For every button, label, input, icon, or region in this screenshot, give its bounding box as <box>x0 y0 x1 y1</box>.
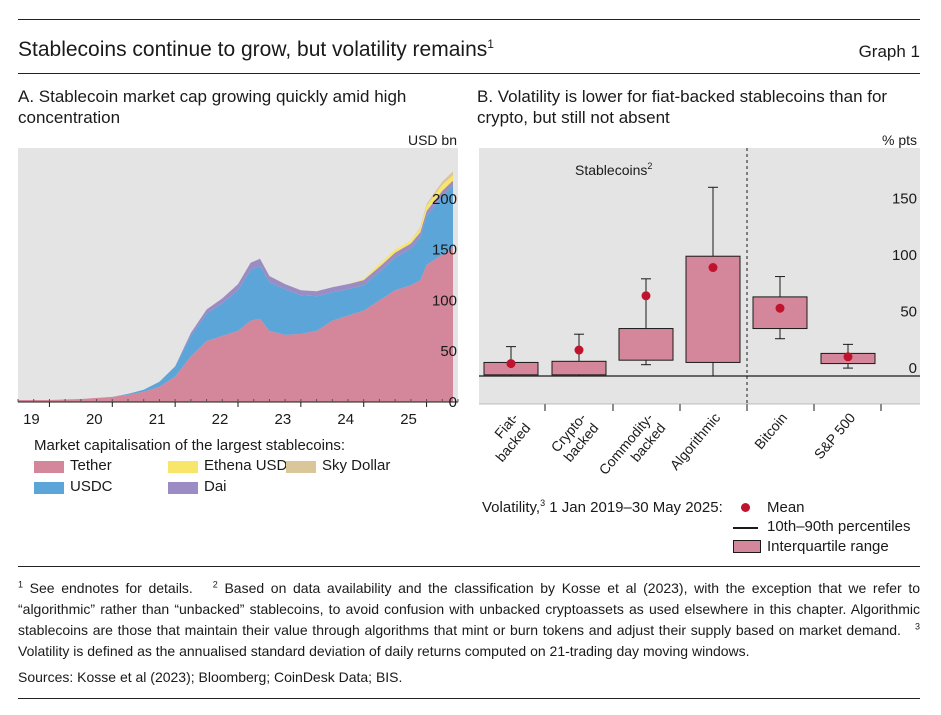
sources: Sources: Kosse et al (2023); Bloomberg; … <box>18 669 403 685</box>
category-label-fiat-backed: Fiat-backed <box>480 409 534 464</box>
panel-a-title: A. Stablecoin market cap growing quickly… <box>18 87 407 127</box>
legend-swatch-tether <box>34 461 64 473</box>
panel-a-x-tick-label: 24 <box>337 411 354 428</box>
legend-label-tether: Tether <box>70 457 112 474</box>
panel-a-x-tick-label: 23 <box>275 411 292 428</box>
category-label-crypto-backed: Crypto-backed <box>548 409 602 465</box>
iqr-box-commodity-backed <box>618 328 674 361</box>
legend-iqr-swatch <box>733 540 761 553</box>
panel-a-unit-label: USD bn <box>408 132 457 148</box>
legend-swatch-ethena-usde <box>168 461 198 473</box>
legend-iqr-label: Interquartile range <box>767 538 889 555</box>
panel-b-y-tick-label: 0 <box>909 360 917 377</box>
panel-b-boxes <box>483 186 876 377</box>
legend-percentile-line <box>733 527 758 529</box>
panel-a-y-tick-label: 150 <box>432 242 457 259</box>
mean-dot-commodity-backed <box>641 291 651 301</box>
legend-mean-label: Mean <box>767 499 805 516</box>
panel-a-y-tick-label: 100 <box>432 292 457 309</box>
panel-a-axes: 19 20 21 22 23 24 25 0 50 100 150 200 <box>17 191 459 428</box>
legend-swatch-sky-dollar <box>286 461 316 473</box>
panel-a-legend-heading: Market capitalisation of the largest sta… <box>34 437 345 454</box>
legend-label-ethena-usde: Ethena USDe <box>204 457 296 474</box>
panel-a-x-tick-label: 20 <box>86 411 103 428</box>
mean-dot-s-p-500 <box>843 352 853 362</box>
graph-number: Graph 1 <box>858 42 920 61</box>
panel-a-areas <box>18 171 453 402</box>
legend-label-sky-dollar: Sky Dollar <box>322 457 391 474</box>
panel-a-x-tick-label: 21 <box>149 411 166 428</box>
legend-swatch-dai <box>168 482 198 494</box>
panel-b-y-tick-label: 150 <box>892 191 917 208</box>
iqr-box-bitcoin <box>752 296 808 330</box>
panel-a-y-tick-label: 0 <box>449 394 457 411</box>
panel-b-title: B. Volatility is lower for fiat-backed s… <box>477 87 888 127</box>
area-usdc <box>18 185 453 400</box>
legend-swatch-usdc <box>34 482 64 494</box>
panel-a-x-tick-label: 22 <box>212 411 229 428</box>
panel-b-y-tick-label: 50 <box>900 304 917 321</box>
category-label-commodity-backed: Commodity-backed <box>596 409 669 488</box>
header-rule <box>18 73 920 74</box>
legend-mean-dot <box>741 503 750 512</box>
footnote-3: Volatility is defined as the annualised … <box>18 643 750 659</box>
footnote-rule <box>18 566 920 567</box>
area-dai <box>18 180 453 400</box>
legend-percentile-label: 10th–90th percentiles <box>767 518 911 535</box>
category-label-algorithmic: Algorithmic <box>667 410 724 473</box>
panel-b-legend-prefix: Volatility,3 1 Jan 2019–30 May 2025: <box>482 498 723 517</box>
panel-a-y-tick-label: 50 <box>440 343 457 360</box>
category-label-bitcoin: Bitcoin <box>751 410 790 452</box>
footnote-2: Based on data availability and the class… <box>18 580 921 638</box>
panel-b-y-tick-label: 100 <box>892 247 917 264</box>
panel-a-x-tick-label: 19 <box>23 411 40 428</box>
panel-b-unit-label: % pts <box>882 132 917 148</box>
graph-title: Stablecoins continue to grow, but volati… <box>18 37 494 61</box>
footnotes: 1 See endnotes for details. 2 Based on d… <box>18 579 921 659</box>
panel-a-y-tick-label: 200 <box>432 191 457 208</box>
iqr-box-crypto-backed <box>551 360 607 376</box>
footnote-1: See endnotes for details. <box>29 580 193 596</box>
mean-dot-crypto-backed <box>574 345 584 355</box>
legend-label-usdc: USDC <box>70 478 113 495</box>
mean-dot-bitcoin <box>775 303 785 313</box>
mean-dot-algorithmic <box>708 263 718 273</box>
area-tether <box>18 247 453 402</box>
category-label-s-p-500: S&P 500 <box>811 409 859 462</box>
panel-b-group-label: Stablecoins2 <box>575 161 652 178</box>
mean-dot-fiat-backed <box>506 359 516 369</box>
legend-label-dai: Dai <box>204 478 227 495</box>
title-footnote-marker: 1 <box>487 37 494 51</box>
top-rule <box>18 19 920 20</box>
iqr-box-algorithmic <box>685 255 741 363</box>
bottom-rule <box>18 698 920 699</box>
panel-a-x-tick-label: 25 <box>400 411 417 428</box>
